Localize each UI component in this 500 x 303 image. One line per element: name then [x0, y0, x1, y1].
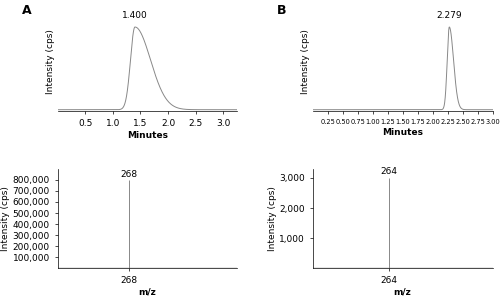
Text: 2.279: 2.279 [436, 12, 462, 20]
Text: B: B [277, 4, 286, 17]
Text: A: A [22, 4, 31, 17]
Text: 264: 264 [380, 168, 398, 176]
X-axis label: m/z: m/z [138, 288, 156, 297]
X-axis label: m/z: m/z [394, 288, 411, 297]
Y-axis label: Intensity (cps): Intensity (cps) [301, 29, 310, 94]
X-axis label: Minutes: Minutes [382, 128, 423, 137]
Text: 268: 268 [121, 170, 138, 179]
Y-axis label: Intensity (cps): Intensity (cps) [46, 29, 54, 94]
X-axis label: Minutes: Minutes [127, 131, 168, 140]
Y-axis label: Intensity (cps): Intensity (cps) [268, 186, 276, 251]
Y-axis label: Intensity (cps): Intensity (cps) [1, 186, 10, 251]
Text: 1.400: 1.400 [122, 12, 148, 20]
